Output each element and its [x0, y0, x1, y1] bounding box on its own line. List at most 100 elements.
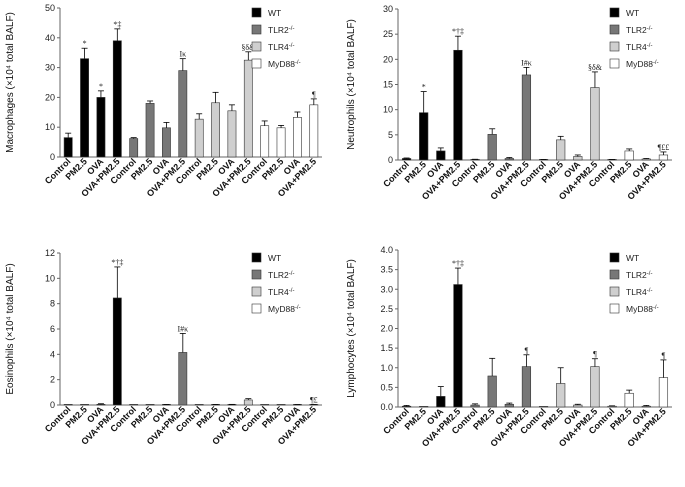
bar: [453, 284, 463, 408]
bar: [211, 102, 220, 158]
bar: [590, 87, 600, 161]
legend-label: TLR2-/-: [626, 25, 652, 35]
bar: [194, 404, 204, 406]
chart-panel-4: 0.0 0.5 1.0 1.5 2.0 2.5 3.0 3.5 4.0 Lymphocytes (…: [346, 245, 672, 449]
bar: [227, 110, 237, 158]
y-tick-label: 10: [383, 105, 393, 115]
legend-swatch: [251, 303, 262, 314]
legend-label: MyD88-/-: [268, 304, 301, 314]
y-tick-label: 25: [383, 29, 393, 39]
bar: [129, 138, 139, 158]
legend-label: TLR4-/-: [626, 287, 652, 297]
bar: [243, 59, 253, 158]
legend-label: WT: [268, 8, 281, 18]
legend-label: MyD88-/-: [268, 59, 301, 69]
bar: [194, 118, 204, 158]
legend-label: TLR2-/-: [626, 270, 652, 280]
bar: [436, 150, 446, 161]
bar: [129, 404, 139, 406]
y-tick-label: 3.5: [380, 265, 393, 275]
y-tick-label: 40: [45, 33, 55, 43]
bar: [309, 104, 319, 158]
bar: [145, 103, 155, 158]
significance-label: ¶££: [658, 143, 670, 152]
y-tick-label: 30: [45, 63, 55, 73]
legend-swatch: [609, 24, 620, 35]
significance-label: *: [99, 82, 103, 91]
legend-swatch: [251, 24, 262, 35]
y-axis-label: Neutrophils (×10⁴ total BALF): [346, 19, 357, 150]
y-tick-label: 0: [50, 152, 55, 162]
legend-label: MyD88-/-: [626, 59, 659, 69]
significance-label: §δ&: [241, 43, 256, 52]
y-tick-label: 10: [45, 273, 55, 283]
bar: [538, 406, 549, 408]
legend-label: TLR4-/-: [626, 42, 652, 52]
bar: [276, 404, 286, 406]
bar: [487, 134, 497, 161]
y-tick-label: 12: [45, 248, 55, 258]
bar: [243, 399, 253, 406]
bar: [453, 49, 463, 161]
significance-label: *: [422, 83, 426, 92]
significance-label: ¶: [525, 346, 529, 355]
bar: [80, 58, 89, 158]
legend-label: WT: [626, 253, 639, 263]
bar: [80, 404, 89, 406]
legend-label: TLR4-/-: [268, 42, 294, 52]
significance-label: ¶: [312, 90, 316, 99]
y-tick-label: 0: [388, 155, 393, 165]
bar: [112, 40, 122, 158]
significance-label: *: [83, 39, 87, 48]
legend-swatch: [609, 7, 620, 18]
bar: [624, 392, 634, 408]
y-axis-label: Macrophages (×10⁴ total BALF): [5, 12, 16, 153]
y-tick-label: 15: [383, 80, 393, 90]
significance-label: I#κ: [177, 324, 188, 333]
bar: [162, 127, 171, 158]
y-tick-label: 3.0: [380, 284, 393, 294]
y-axis-label: Eosinophils (×10⁴ total BALF): [5, 263, 16, 394]
legend-label: TLR2-/-: [268, 25, 294, 35]
y-tick-label: 0: [50, 400, 55, 410]
y-tick-label: 6: [50, 324, 55, 334]
bar: [63, 404, 73, 406]
y-tick-label: 4: [50, 349, 55, 359]
bar: [276, 127, 286, 158]
significance-label: *†‡: [111, 258, 123, 267]
legend-swatch: [609, 41, 620, 52]
significance-label: Iκ: [179, 50, 186, 59]
y-tick-label: 4.0: [380, 245, 393, 255]
bar: [293, 117, 302, 158]
chart-panel-2: 0 5 10 15 20 25 30 Neutrophils (×10⁴ total BALF…: [346, 4, 672, 202]
y-tick-label: 1.5: [380, 343, 393, 353]
y-axis-label: Lymphocytes (×10⁴ total BALF): [346, 259, 357, 398]
legend-swatch: [251, 41, 262, 52]
legend-label: MyD88-/-: [626, 304, 659, 314]
y-tick-label: 20: [383, 54, 393, 64]
legend-swatch: [609, 252, 620, 263]
y-tick-label: 50: [45, 3, 55, 13]
legend: WT TLR2-/- TLR4-/- MyD88-/-: [251, 7, 301, 69]
legend-swatch: [251, 286, 262, 297]
significance-label: I#κ: [521, 58, 532, 67]
bar: [556, 383, 566, 408]
bar: [487, 375, 497, 408]
significance-label: ¶: [593, 350, 597, 359]
bar: [556, 139, 566, 161]
legend: WT TLR2-/- TLR4-/- MyD88-/-: [251, 252, 301, 314]
chart-panel-1: 0 10 20 30 40 50 Macrophages (×10⁴ total BALF)…: [5, 3, 322, 199]
legend-swatch: [251, 252, 262, 263]
y-tick-label: 20: [45, 92, 55, 102]
legend-swatch: [609, 58, 620, 69]
y-tick-label: 5: [388, 130, 393, 140]
bar: [63, 137, 73, 158]
y-tick-label: 0.0: [380, 402, 393, 412]
legend-swatch: [251, 7, 262, 18]
bar: [521, 74, 532, 161]
y-tick-label: 10: [45, 122, 55, 132]
bar: [260, 125, 270, 158]
significance-label: *†‡: [452, 259, 464, 268]
y-tick-label: 2: [50, 375, 55, 385]
legend-label: TLR2-/-: [268, 270, 294, 280]
